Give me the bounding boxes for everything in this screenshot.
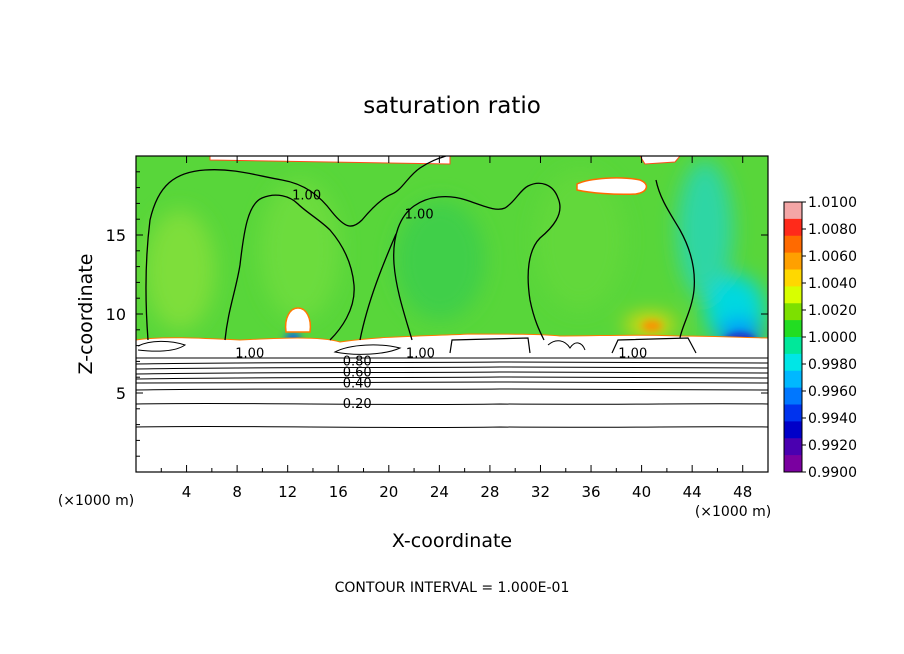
contour-label: 0.40: [343, 377, 372, 392]
contour-100-e: [359, 233, 397, 341]
colorbar-level-label: 0.9960: [808, 384, 857, 400]
x-tick-label: 36: [581, 483, 600, 501]
y-tick-label: 15: [106, 226, 126, 245]
colorbar-level-label: 0.9980: [808, 357, 857, 373]
field-layer: [136, 156, 768, 472]
colorbar-level-label: 0.9920: [808, 438, 857, 454]
y-axis-label: Z-coordinate: [75, 254, 97, 375]
x-tick-label: 44: [683, 483, 702, 501]
contour-label: 0.20: [343, 397, 372, 412]
contour-labels: 1.00 1.00 1.00 1.00 1.00 0.800.600.40 0.20: [235, 189, 647, 413]
dry-layer-fill: [136, 357, 768, 472]
colorbar-swatch: [784, 421, 802, 439]
colorbar-level-label: 1.0060: [808, 249, 857, 265]
cloud-outline-a: [137, 340, 187, 352]
colorbar-level-label: 1.0020: [808, 303, 857, 319]
colorbar-swatch: [784, 202, 802, 220]
cloud-outline-d: [611, 337, 697, 354]
y-unit-label: (×1000 m): [58, 493, 134, 509]
contour-interval-footer: CONTOUR INTERVAL = 1.000E-01: [335, 580, 570, 596]
x-tick-label: 48: [733, 483, 752, 501]
cloud-region-top-right: [639, 156, 681, 165]
colorbar-labels: 1.0100 1.0080 1.0060 1.0040 1.0020 1.0000 0.99…: [802, 195, 857, 481]
contour-label: 1.00: [406, 347, 435, 362]
cloud-outline-b: [333, 344, 402, 355]
x-tick-label: 24: [430, 483, 449, 501]
contour-100-b: [224, 194, 355, 341]
contour-030: [136, 388, 768, 391]
colorbar-swatch: [784, 387, 802, 405]
contour-label: 1.00: [618, 347, 647, 362]
contour-070: [136, 366, 768, 370]
x-axis-ticks: 4 8 12 16 20 24 28 32 36 40 44 48: [160, 156, 752, 501]
contour-100-a: [145, 156, 447, 341]
colorbar-level-label: 0.9900: [808, 465, 857, 481]
colorbar-swatch: [784, 320, 802, 338]
contour-080: [136, 361, 768, 365]
contour-label: 0.80: [343, 354, 372, 369]
colorbar-level-label: 1.0100: [808, 195, 857, 211]
y-axis-ticks: 5 10 15: [106, 171, 768, 457]
colorbar-level-label: 1.0080: [808, 222, 857, 238]
colorbar-swatch: [784, 218, 802, 237]
chart-title: saturation ratio: [363, 93, 541, 119]
contour-040: [136, 381, 768, 384]
colorbar-swatch: [784, 303, 802, 321]
contour-060: [136, 371, 768, 375]
cloud-regions: [136, 156, 768, 359]
contour-lines: [136, 156, 768, 429]
colorbar-swatch: [784, 438, 802, 456]
contour-050: [136, 376, 768, 380]
x-tick-label: 40: [632, 483, 651, 501]
colorbar-level-label: 0.9940: [808, 411, 857, 427]
colorbar-swatch: [784, 269, 802, 287]
colorbar-level-label: 1.0000: [808, 330, 857, 346]
x-axis-label: X-coordinate: [392, 530, 512, 552]
x-tick-label: 20: [379, 483, 398, 501]
cloud-region-tower: [284, 307, 312, 333]
y-tick-label: 10: [106, 305, 126, 324]
colorbar-swatch: [784, 455, 802, 473]
x-tick-label: 28: [480, 483, 499, 501]
colorbar-swatch: [784, 235, 802, 254]
colorbar: [783, 201, 803, 473]
contour-label: 1.00: [235, 347, 264, 362]
colorbar-swatch: [784, 286, 802, 304]
contour-010: [136, 425, 768, 429]
cloud-outline-c: [449, 337, 531, 354]
cloud-region-top-edge: [209, 156, 451, 165]
colorbar-swatch: [784, 370, 802, 389]
contour-label: 1.00: [292, 189, 321, 204]
x-tick-label: 4: [182, 483, 192, 501]
x-tick-label: 32: [531, 483, 550, 501]
contour-100-d: [655, 179, 696, 339]
contour-label: 1.00: [405, 207, 434, 222]
x-unit-label: (×1000 m): [695, 504, 771, 520]
colorbar-level-label: 1.0040: [808, 276, 857, 292]
field-shading: [145, 160, 765, 349]
cloud-outline-e: [547, 340, 586, 351]
x-tick-label: 8: [232, 483, 242, 501]
colorbar-swatch: [784, 353, 802, 372]
contour-020: [136, 402, 768, 406]
x-tick-label: 16: [329, 483, 348, 501]
colorbar-swatch: [784, 252, 802, 270]
x-tick-label: 12: [278, 483, 297, 501]
colorbar-swatch: [784, 404, 802, 422]
colorbar-swatch: [784, 337, 802, 355]
cloud-region-top: [576, 177, 648, 195]
y-tick-label: 5: [116, 384, 126, 403]
contour-label: 0.60: [343, 365, 372, 380]
